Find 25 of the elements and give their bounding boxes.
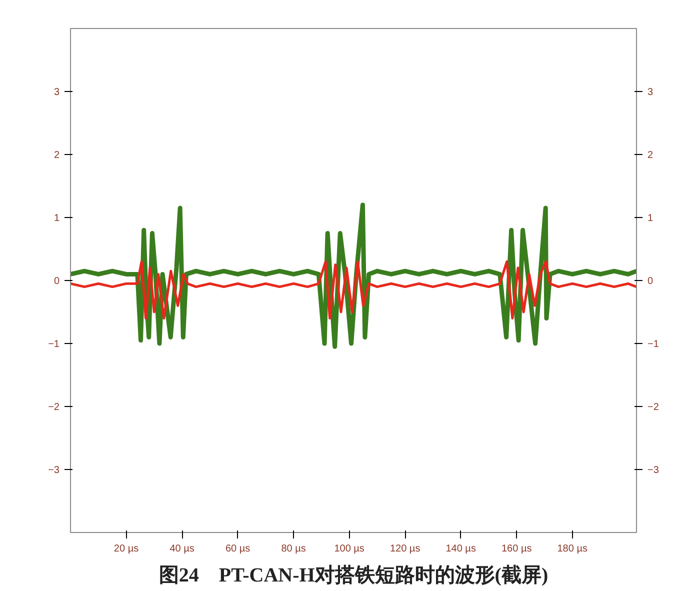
y2-tick-label: 0	[648, 276, 654, 287]
x-tick-label: 20 µs	[114, 544, 139, 554]
y-tick-label: 3	[54, 87, 60, 98]
x-tick-label: 180 µs	[557, 544, 588, 554]
y-tick-label: 2	[54, 150, 60, 161]
x-tick-label: 100 µs	[334, 544, 364, 554]
x-tick-label: 80 µs	[281, 544, 306, 554]
y-tick-label: 0	[54, 276, 60, 287]
y2-tick-label: −1	[648, 339, 660, 350]
line-series	[70, 260, 636, 320]
y-tick-label: −3	[48, 465, 60, 476]
y-tick-label: −1	[48, 339, 60, 350]
x-tick-label: 40 µs	[170, 544, 194, 554]
y2-tick-label: −3	[648, 465, 660, 476]
y-tick-label: 1	[54, 213, 60, 224]
y2-tick-label: 3	[648, 87, 654, 98]
text: 图24 PT-CAN-H对搭铁短路时的波形(截屏)	[158, 564, 548, 586]
y2-tick-label: 1	[648, 213, 654, 224]
y-tick-label: −2	[48, 402, 60, 413]
y2-tick-label: −2	[648, 402, 660, 413]
y2-tick-label: 2	[648, 150, 654, 161]
x-tick-label: 160 µs	[501, 544, 532, 554]
x-tick-label: 60 µs	[225, 544, 250, 554]
x-tick-label: 140 µs	[446, 544, 476, 554]
x-tick-label: 120 µs	[390, 544, 420, 554]
